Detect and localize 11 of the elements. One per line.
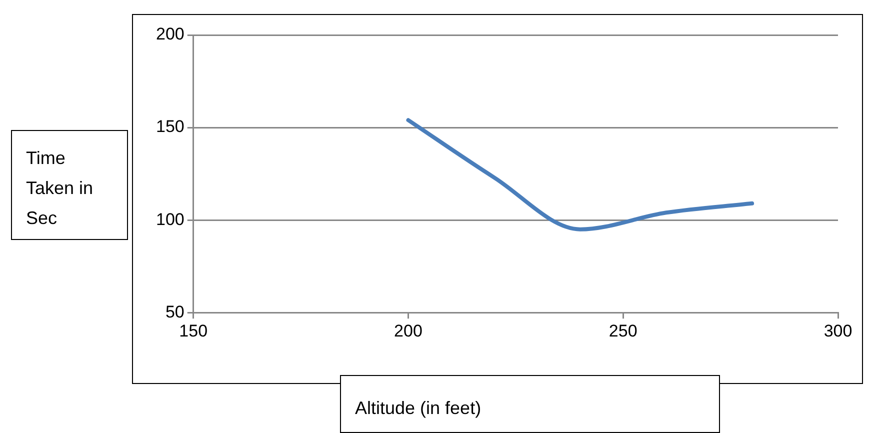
line-series xyxy=(406,118,754,232)
y-tick-label: 200 xyxy=(156,24,184,44)
y-tick-label: 100 xyxy=(156,210,184,229)
y-axis-title: Time Taken in Sec xyxy=(11,130,128,240)
x-tick-label: 300 xyxy=(824,321,852,340)
y-tick-label: 50 xyxy=(165,302,184,322)
x-tick-label: 150 xyxy=(179,321,208,340)
x-tick-label: 200 xyxy=(394,321,422,340)
x-tick-label: 250 xyxy=(608,321,638,340)
x-axis-title: Altitude (in feet) xyxy=(340,375,720,433)
y-tick-label: 150 xyxy=(156,117,184,136)
